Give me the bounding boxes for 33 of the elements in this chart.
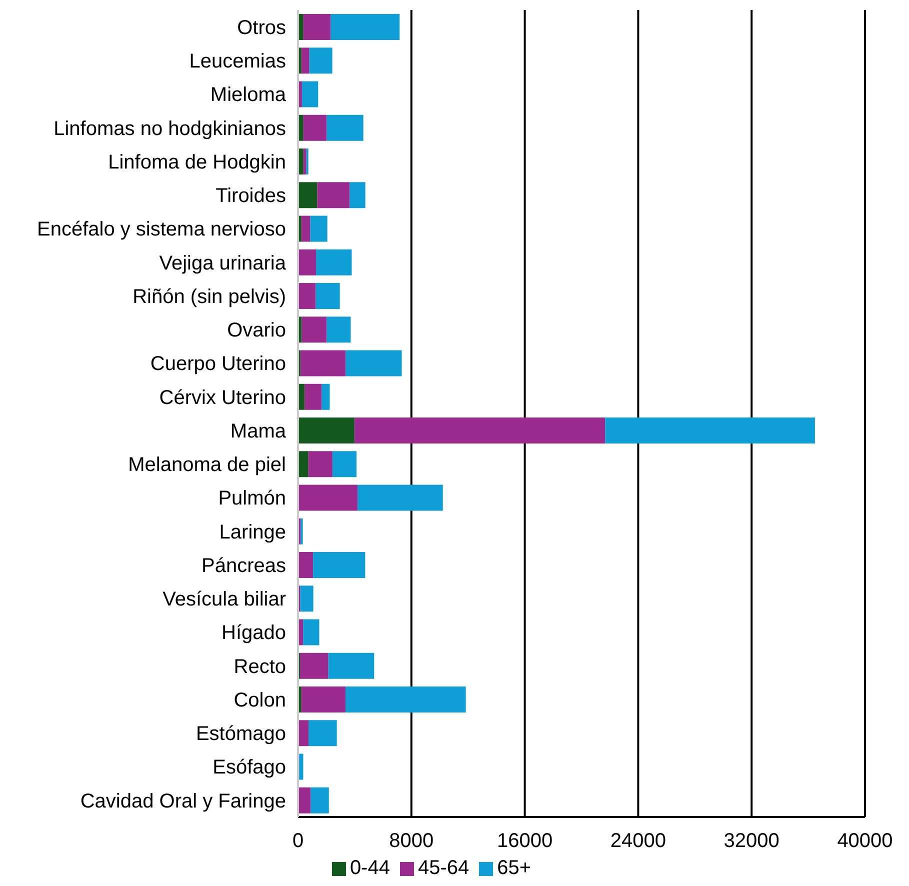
y-tick-label: Laringe [219, 521, 286, 544]
y-tick-label: Hígado [222, 622, 286, 644]
legend-label: 65+ [497, 857, 532, 879]
x-tick-label: 0 [292, 830, 304, 852]
y-tick-label: Encéfalo y sistema nervioso [36, 218, 286, 241]
x-tick-label: 40000 [837, 830, 893, 852]
y-tick-label: Pulmón [218, 488, 286, 510]
legend-label: 0-44 [350, 857, 390, 879]
y-tick-label: Linfomas no hodgkinianos [54, 118, 286, 140]
legend-label: 45-64 [418, 857, 470, 879]
y-tick-label: Colon [234, 689, 286, 712]
y-tick-label: Esófago [212, 756, 286, 779]
y-tick-label: Ovario [227, 320, 286, 342]
y-tick-label: Páncreas [202, 554, 286, 577]
y-tick-label: Recto [234, 656, 286, 678]
x-tick-label: 32000 [724, 830, 780, 852]
y-tick-label: Leucemias [189, 50, 286, 73]
y-tick-label: Vejiga urinaria [159, 252, 287, 274]
y-tick-label: Tiroides [216, 185, 286, 208]
x-tick-label: 24000 [610, 830, 666, 852]
y-tick-label: Otros [237, 16, 286, 39]
y-tick-label: Cavidad Oral y Faringe [80, 790, 286, 812]
x-tick-label: 16000 [496, 830, 553, 852]
x-tick-label: 8000 [389, 830, 434, 852]
y-tick-label: Estómago [196, 723, 286, 746]
y-tick-label: Mieloma [210, 84, 287, 106]
y-tick-label: Vesícula biliar [162, 588, 286, 611]
y-tick-label: Melanoma de piel [128, 454, 286, 476]
y-tick-label: Cuerpo Uterino [150, 353, 286, 376]
y-tick-label: Linfoma de Hodgkin [108, 151, 286, 174]
y-tick-label: Riñón (sin pelvis) [132, 286, 286, 308]
y-tick-label: Cérvix Uterino [159, 386, 286, 409]
y-tick-label: Mama [230, 420, 287, 442]
